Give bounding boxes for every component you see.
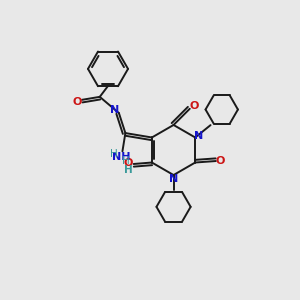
Text: O: O	[190, 101, 199, 111]
Text: O: O	[124, 158, 133, 168]
Text: NH: NH	[112, 152, 130, 162]
Text: H: H	[124, 166, 133, 176]
Text: H: H	[110, 149, 118, 159]
Text: H: H	[122, 156, 129, 166]
Text: O: O	[216, 156, 225, 166]
Text: N: N	[169, 174, 178, 184]
Text: O: O	[73, 97, 82, 107]
Text: N: N	[110, 105, 119, 115]
Text: N: N	[194, 131, 204, 141]
